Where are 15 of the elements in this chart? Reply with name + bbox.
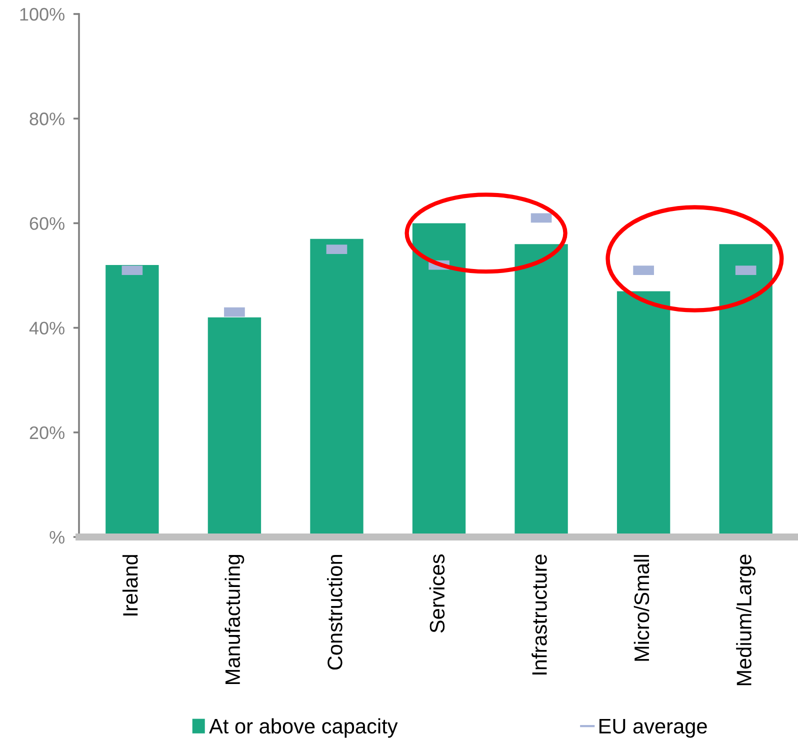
y-tick-label: 40%	[29, 322, 64, 335]
legend-label: At or above capacity	[209, 718, 398, 738]
y-tick-label: %	[50, 531, 64, 544]
legend-label: EU average	[599, 719, 707, 738]
x-tick-label: Micro/Small	[634, 555, 650, 661]
y-tick-label: 80%	[30, 112, 64, 126]
y-tick-label: 60%	[30, 217, 64, 230]
x-tick-label: Infrastructure	[532, 554, 547, 674]
x-tick-label: Ireland	[122, 555, 138, 616]
y-tick-label: 20%	[30, 426, 64, 440]
x-tick-label: Medium/Large	[736, 554, 756, 686]
x-tick-label: Services	[429, 554, 445, 633]
y-tick-label: 100%	[20, 8, 64, 21]
x-tick-label: Manufacturing	[224, 555, 244, 684]
x-tick-label: Construction	[327, 555, 342, 670]
